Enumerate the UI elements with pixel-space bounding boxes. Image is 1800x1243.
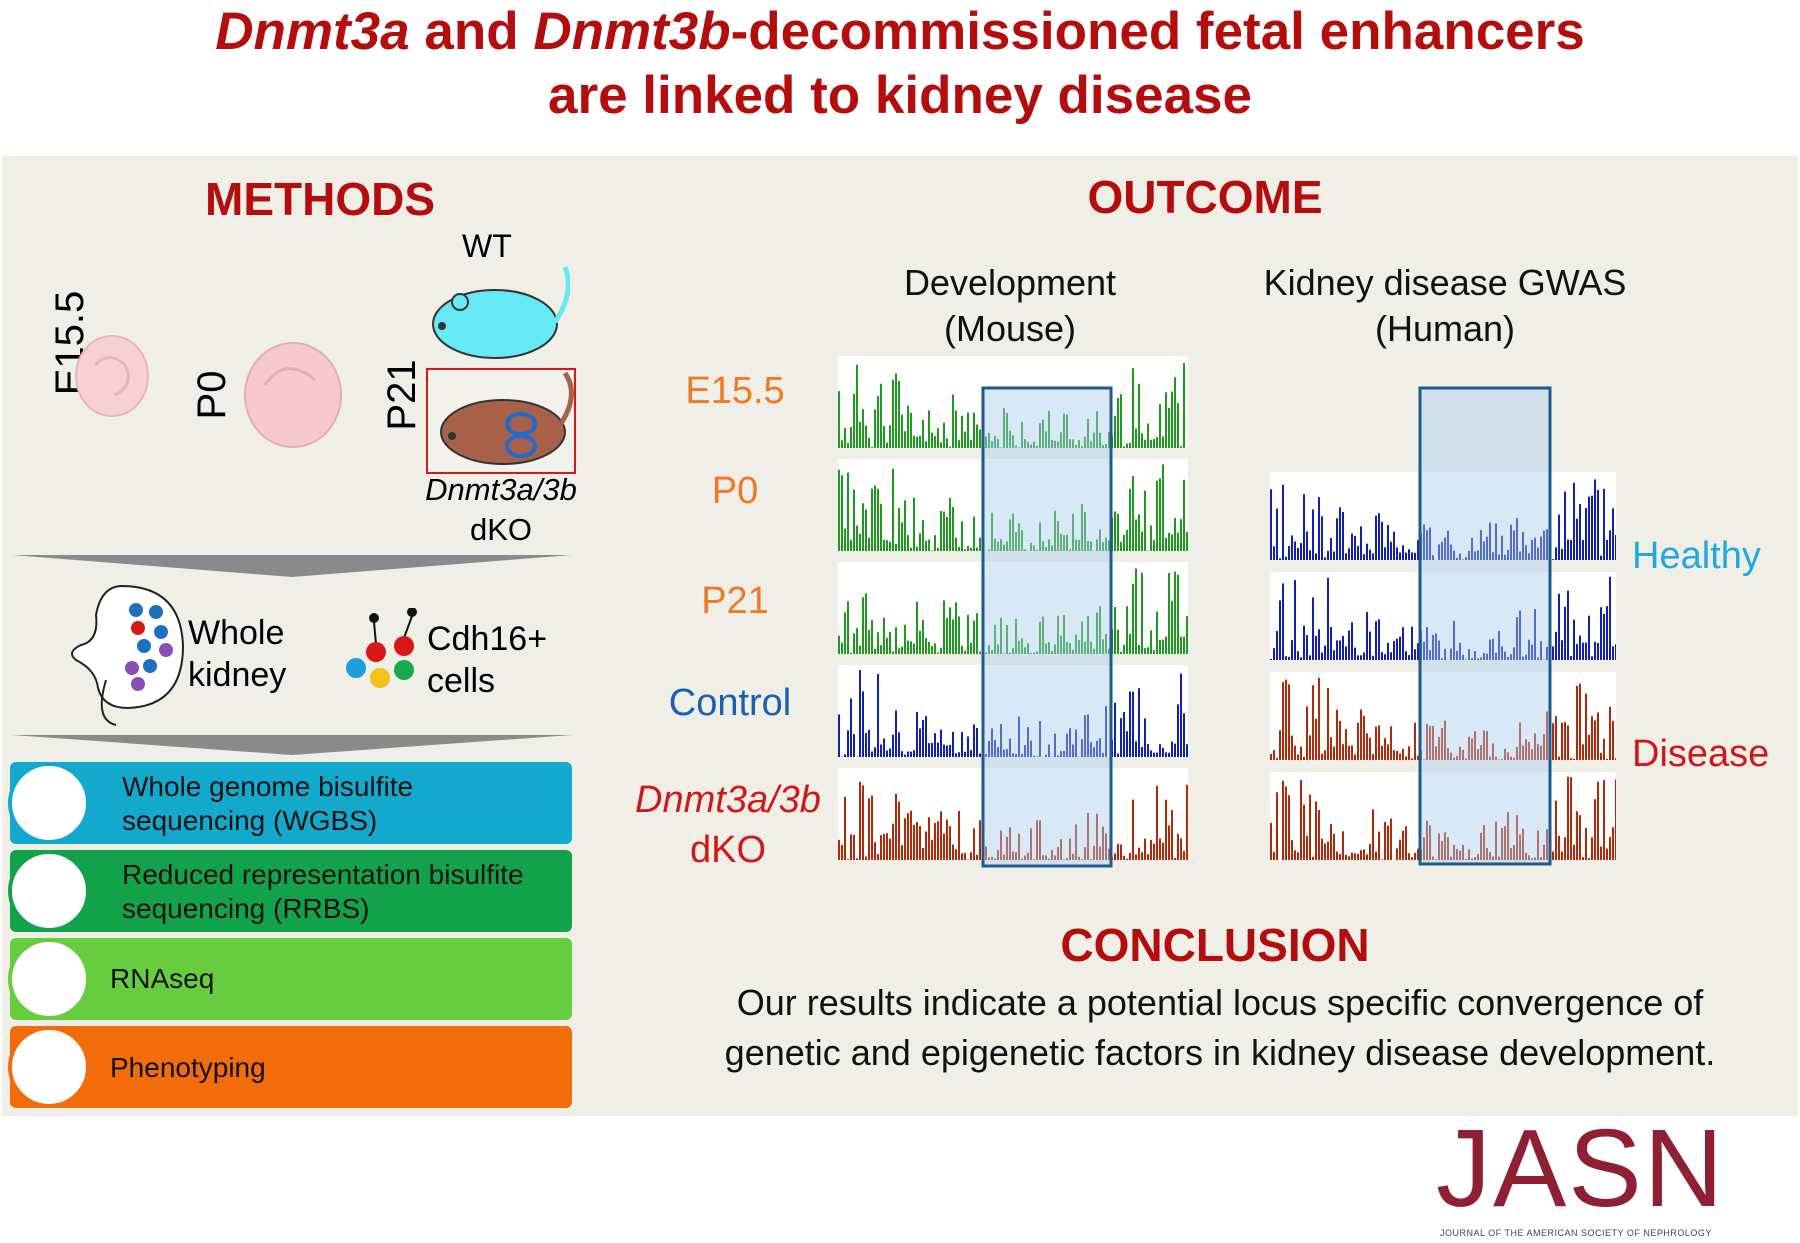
development-track-1	[838, 459, 1188, 551]
assay-wgbs	[10, 762, 572, 844]
assay-rnaseq	[10, 938, 572, 1020]
development-track-4	[838, 768, 1188, 860]
methods-heading: METHODS	[205, 173, 435, 225]
row-label-e155: E15.5	[685, 370, 785, 412]
title-line-2: are linked to kidney disease	[547, 66, 1253, 125]
assay-rrbs	[10, 850, 572, 932]
assay-phenotyping-label: Phenotyping	[110, 1052, 266, 1083]
disease-label: Disease	[1632, 733, 1770, 775]
row-label-control: Control	[668, 682, 792, 724]
development-track-0	[838, 356, 1188, 448]
whole-kidney-label: Whole kidney	[188, 614, 287, 694]
page-title: Dnmt3a and Dnmt3b-decommissioned fetal e…	[0, 0, 1800, 128]
assay-wgbs-label: Whole genome bisulfite sequencing (WGBS)	[122, 771, 414, 836]
newborn-p0-icon	[244, 342, 342, 448]
assay-wgbs-circle	[8, 762, 90, 844]
assay-phenotyping	[10, 1026, 572, 1108]
outcome-heading: OUTCOME	[1087, 171, 1323, 223]
assay-phenotyping-circle	[8, 1026, 90, 1108]
embryo-e155-icon	[75, 335, 149, 417]
stage-p21-label: P21	[380, 359, 424, 431]
divider-arrow-2	[12, 735, 572, 755]
gwas-column-label: Kidney disease GWAS (Human)	[1263, 262, 1627, 349]
locus-highlight-box	[981, 386, 1113, 868]
row-label-p21: P21	[701, 580, 769, 622]
conclusion-heading: CONCLUSION	[1060, 919, 1370, 971]
cdh16-cells-label: Cdh16+ cells	[427, 620, 548, 700]
assay-rnaseq-circle	[8, 938, 90, 1020]
development-tracks	[838, 356, 1188, 868]
assay-rrbs-circle	[8, 850, 90, 932]
gwas-track-3	[1270, 772, 1616, 860]
healthy-label: Healthy	[1632, 535, 1761, 577]
cdh16-cells-icon	[346, 608, 417, 688]
divider-arrow-1	[12, 555, 572, 577]
jasn-subtitle: JOURNAL OF THE AMERICAN SOCIETY OF NEPHR…	[1440, 1228, 1712, 1238]
gwas-track-0	[1270, 472, 1616, 560]
gwas-track-2	[1270, 672, 1616, 760]
mouse-wt-icon	[432, 266, 570, 359]
kidney-icon	[71, 584, 185, 726]
dko-caption: Dnmt3a/3b dKO	[425, 472, 577, 547]
dko-mouse-box	[426, 368, 576, 474]
development-track-3	[838, 665, 1188, 757]
row-label-p0: P0	[711, 470, 759, 512]
stage-p0-label: P0	[190, 370, 234, 420]
jasn-logo: JASN	[1436, 1107, 1726, 1230]
assay-rrbs-label: Reduced representation bisulfite sequenci…	[122, 859, 524, 924]
gwas-tracks	[1270, 386, 1616, 866]
conclusion-text: Our results indicate a potential locus s…	[724, 982, 1716, 1073]
development-column-label: Development (Mouse)	[903, 262, 1117, 349]
development-track-2	[838, 562, 1188, 654]
gwas-track-1	[1270, 572, 1616, 660]
mouse-dko-icon	[440, 371, 574, 465]
locus-highlight-box	[1418, 386, 1552, 866]
row-label-dko: Dnmt3a/3b dKO	[635, 779, 821, 871]
title-line-1: Dnmt3a and Dnmt3b-decommissioned fetal e…	[215, 2, 1585, 61]
assay-rnaseq-label: RNAseq	[110, 963, 215, 994]
wt-label: WT	[462, 228, 512, 264]
